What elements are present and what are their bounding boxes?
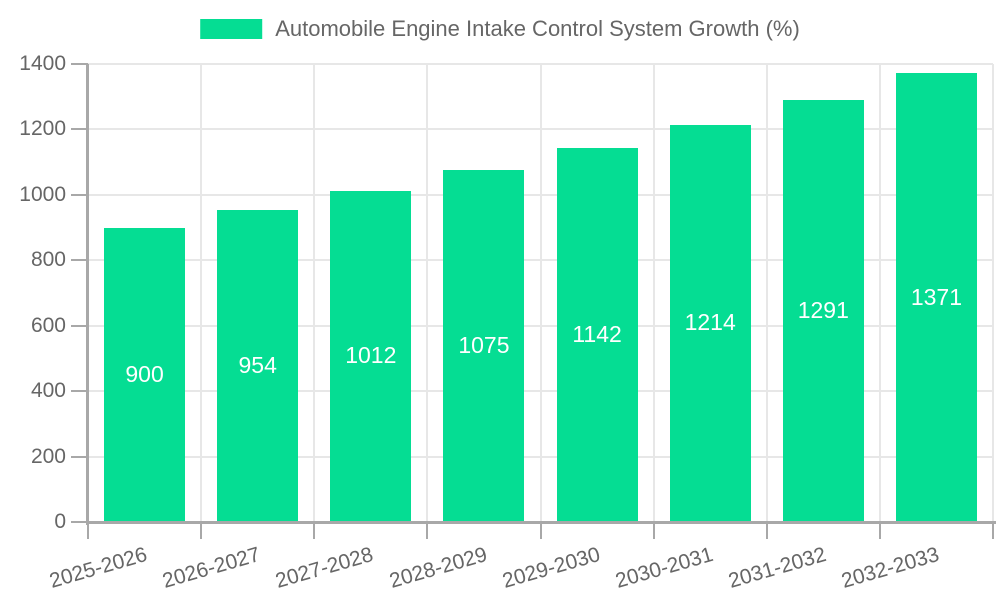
bar[interactable] [669, 124, 751, 522]
legend-swatch [200, 19, 263, 39]
gridline-vertical [765, 64, 768, 522]
x-axis-tick [313, 522, 316, 539]
gridline-vertical [652, 64, 655, 522]
x-axis-tick [539, 522, 542, 539]
y-axis-tick-label: 1400 [19, 52, 66, 75]
gridline-vertical [539, 64, 542, 522]
gridline-vertical [992, 64, 994, 522]
y-axis-tick-label: 200 [30, 444, 66, 468]
x-axis-tick [992, 522, 994, 539]
y-axis-tick [71, 455, 88, 458]
bar[interactable] [217, 209, 299, 522]
gridline-vertical [200, 64, 203, 522]
x-axis-tick-label: 2032-2033 [838, 543, 942, 593]
x-axis-tick-label: 2031-2032 [725, 543, 829, 593]
y-axis-tick [71, 259, 88, 262]
bar[interactable] [104, 227, 186, 522]
y-axis-tick-label: 600 [30, 313, 66, 337]
bar-value-label: 1075 [458, 332, 510, 359]
y-axis-tick [71, 128, 88, 131]
x-axis-tick [426, 522, 429, 539]
y-axis-tick [71, 521, 88, 523]
y-axis-tick-label: 0 [54, 510, 66, 533]
x-axis-tick [200, 522, 203, 539]
x-axis-tick-label: 2029-2030 [499, 543, 603, 593]
bar[interactable] [556, 148, 638, 522]
bar-value-label: 954 [238, 351, 277, 378]
bar-value-label: 1142 [572, 321, 622, 348]
y-axis-tick [71, 390, 88, 393]
bar[interactable] [895, 73, 977, 522]
bar-value-label: 1291 [797, 296, 849, 323]
x-axis-tick [765, 522, 768, 539]
x-axis-tick-label: 2026-2027 [160, 543, 264, 593]
gridline-vertical [313, 64, 316, 522]
y-axis-tick [71, 63, 88, 65]
bar[interactable] [330, 190, 412, 522]
bar-value-label: 1214 [684, 309, 736, 336]
bar-value-label: 900 [125, 360, 164, 387]
x-axis-tick [87, 522, 89, 539]
y-axis-tick [71, 324, 88, 327]
y-axis-line [86, 64, 89, 525]
bar-value-label: 1371 [910, 283, 963, 310]
y-axis-tick-label: 1200 [19, 117, 66, 141]
x-axis-tick-label: 2028-2029 [386, 543, 490, 593]
x-axis-tick-label: 2030-2031 [612, 543, 716, 593]
x-axis-line [86, 521, 996, 524]
x-axis-tick [652, 522, 655, 539]
bar[interactable] [782, 99, 864, 522]
x-axis-tick [878, 522, 881, 539]
y-axis-tick-label: 800 [30, 248, 66, 272]
x-axis-tick-label: 2027-2028 [273, 543, 377, 593]
gridline-vertical [878, 64, 881, 522]
y-axis-tick-label: 400 [30, 379, 66, 403]
bar[interactable] [443, 170, 525, 522]
legend-item[interactable]: Automobile Engine Intake Control System … [200, 16, 800, 42]
gridline-vertical [426, 64, 429, 522]
legend-label: Automobile Engine Intake Control System … [275, 16, 800, 41]
y-axis-tick-label: 1000 [19, 182, 66, 206]
y-axis-tick [71, 193, 88, 196]
bar-value-label: 1012 [345, 342, 397, 369]
x-axis-tick-label: 2025-2026 [47, 543, 150, 593]
